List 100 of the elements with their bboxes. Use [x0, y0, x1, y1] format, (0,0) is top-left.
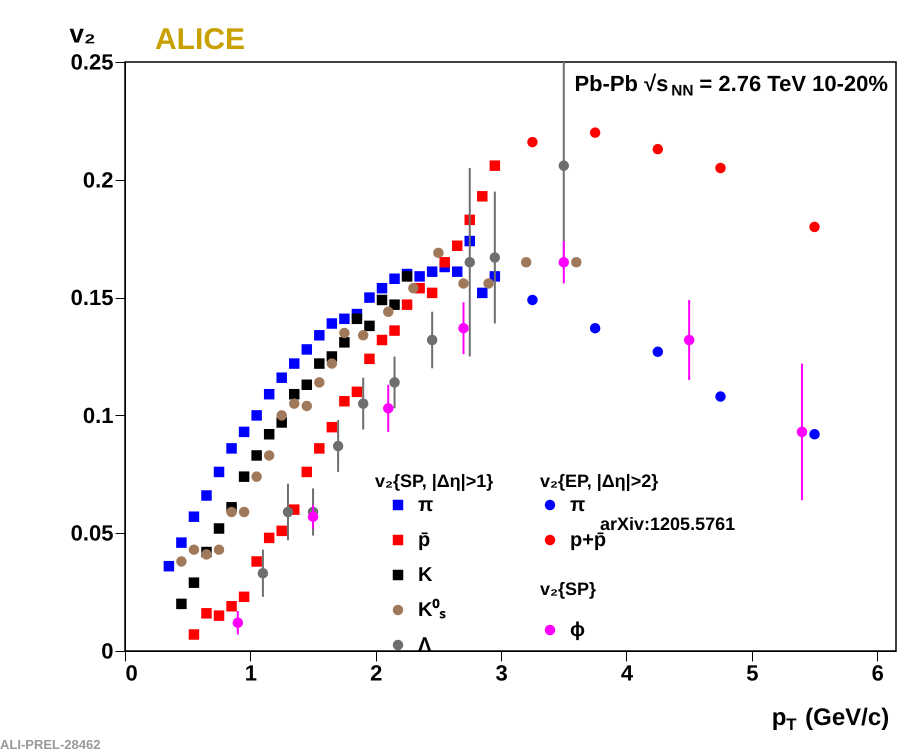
y-tick-label: 0 [101, 638, 114, 664]
point [201, 549, 212, 560]
point [376, 282, 388, 294]
point [314, 358, 325, 369]
x-tick-label: 2 [370, 660, 382, 686]
point [715, 391, 726, 402]
point [364, 292, 375, 303]
legend-label: K⁰ₛ [418, 598, 446, 621]
point [490, 252, 500, 263]
point [389, 377, 400, 388]
point [314, 443, 325, 454]
point [238, 506, 250, 518]
point [226, 506, 237, 518]
annotation: v₂{EP, |Δη|>2} [540, 471, 658, 491]
point [433, 248, 444, 258]
point [389, 299, 400, 310]
point [389, 274, 400, 284]
point [251, 410, 262, 421]
point [477, 191, 488, 202]
point [590, 127, 600, 138]
point [332, 440, 344, 452]
text: ALI-PREL-28462 [0, 737, 100, 749]
point [558, 257, 570, 268]
point [258, 568, 268, 578]
point [358, 330, 368, 341]
point [176, 598, 187, 610]
point [188, 544, 200, 555]
point [302, 380, 312, 390]
point [439, 257, 450, 268]
point [383, 306, 394, 317]
point [376, 334, 388, 346]
point [314, 330, 325, 341]
point [176, 556, 187, 567]
point [402, 299, 412, 310]
point [264, 450, 274, 461]
point [796, 426, 808, 438]
point [477, 288, 488, 298]
point [214, 466, 224, 478]
point [339, 396, 350, 407]
point [571, 257, 582, 268]
point [251, 450, 262, 461]
point [314, 377, 325, 388]
point [302, 466, 312, 478]
point [251, 471, 262, 482]
point [226, 443, 237, 454]
point [276, 526, 287, 536]
point [289, 398, 300, 409]
point [527, 136, 538, 148]
point [408, 282, 419, 294]
point [339, 314, 350, 324]
point [289, 388, 300, 400]
point [188, 577, 200, 588]
point [264, 429, 274, 440]
point [226, 600, 237, 612]
point [302, 344, 312, 355]
point [458, 278, 469, 289]
point [358, 398, 368, 409]
legend-label: K [418, 564, 433, 586]
x-tick-label: 1 [244, 660, 257, 686]
point [458, 322, 469, 334]
legend-label: p̄ [418, 529, 430, 551]
point [339, 337, 350, 348]
point [164, 560, 174, 572]
legend-label: π [418, 494, 434, 516]
point [364, 354, 375, 364]
legend-label: ϕ [570, 619, 585, 641]
point [426, 334, 438, 346]
point [684, 334, 694, 346]
point [652, 144, 664, 154]
point [308, 511, 318, 522]
point [232, 617, 244, 628]
point [264, 388, 274, 400]
point [201, 490, 212, 501]
y-tick-label: 0.25 [70, 50, 114, 74]
point [389, 325, 400, 336]
point [201, 608, 212, 619]
point [238, 592, 250, 602]
y-tick-label: 0.05 [70, 520, 114, 546]
point [176, 537, 187, 548]
point [326, 422, 338, 432]
point [188, 629, 200, 640]
point [251, 556, 262, 567]
point [376, 294, 388, 306]
x-tick-label: 3 [495, 660, 508, 686]
point [452, 266, 462, 277]
text: ALICE [155, 23, 245, 56]
point [520, 257, 532, 268]
point [464, 257, 475, 268]
point [426, 288, 438, 298]
point [414, 271, 425, 282]
point [590, 322, 600, 334]
point [490, 160, 500, 171]
point [809, 222, 820, 232]
point [652, 346, 664, 358]
point [715, 162, 726, 174]
point [452, 240, 462, 252]
point [238, 426, 250, 438]
legend-label: Λ [418, 634, 432, 656]
point [214, 523, 224, 534]
annotation: v₂{SP, |Δη|>1} [375, 471, 494, 491]
